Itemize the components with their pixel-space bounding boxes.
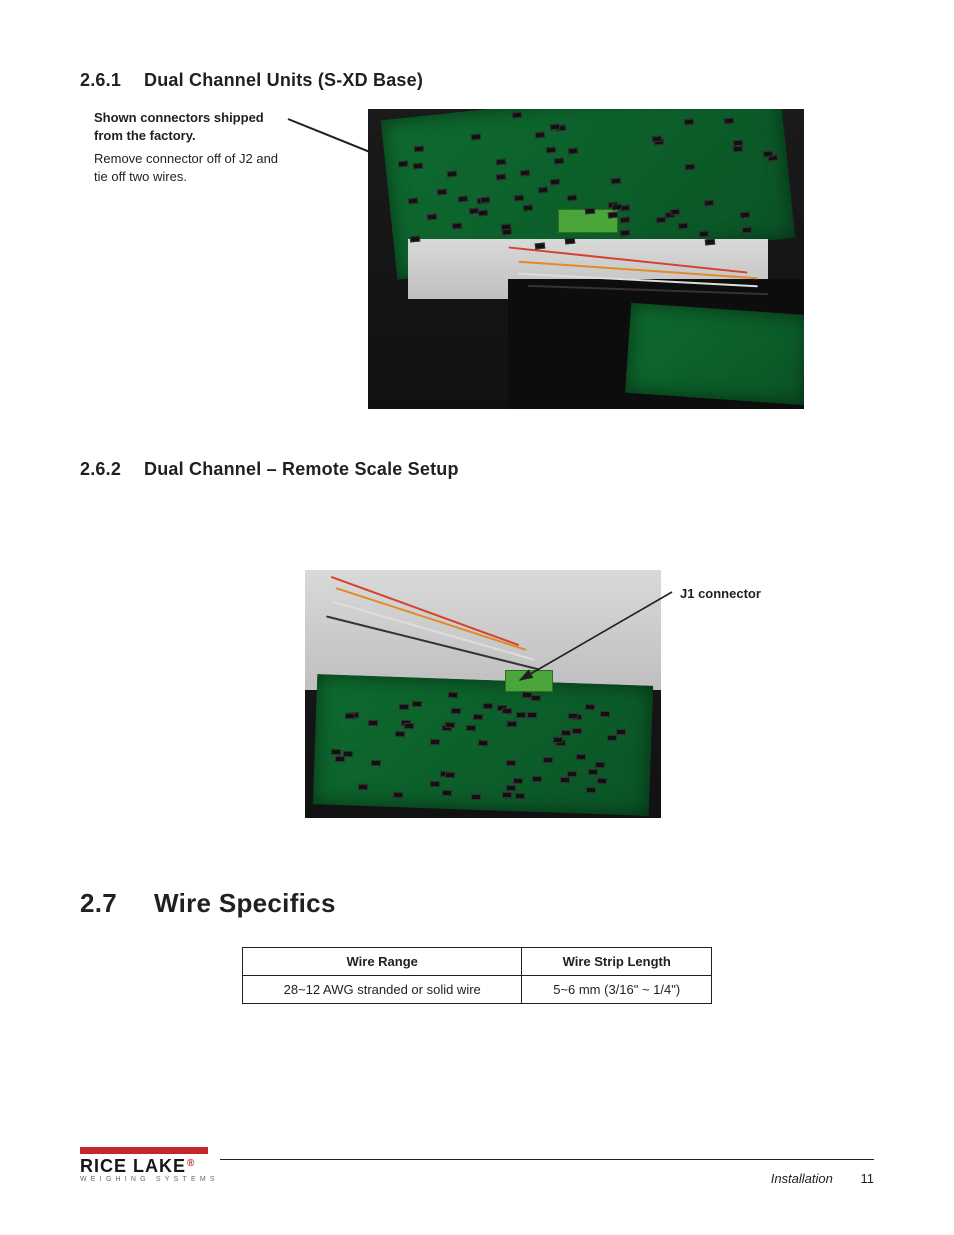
ic-chip: [549, 178, 560, 185]
ic-chip: [478, 209, 489, 216]
page-footer: RICE LAKE® WEIGHING SYSTEMS Installation…: [80, 1155, 874, 1195]
heading-title: Wire Specifics: [154, 888, 336, 919]
table-cell: 5~6 mm (3/16" ~ 1/4"): [522, 976, 712, 1004]
ic-chip: [564, 238, 575, 245]
logo-accent-bar: [80, 1147, 208, 1154]
heading-number: 2.6.2: [80, 459, 128, 480]
ic-chip: [678, 222, 689, 229]
ic-chip: [545, 146, 556, 153]
ic-chip: [684, 118, 695, 125]
heading-number: 2.7: [80, 888, 128, 919]
heading-number: 2.6.1: [80, 70, 128, 91]
ic-chip: [566, 195, 577, 202]
ic-chip: [414, 146, 425, 153]
ic-chip: [480, 196, 491, 203]
footer-page-number: 11: [861, 1171, 875, 1186]
ic-chip: [656, 216, 667, 223]
ic-chip: [512, 112, 523, 119]
figure-1: Shown connectors shipped from the factor…: [80, 109, 874, 419]
ic-chip: [535, 242, 546, 249]
ic-chip: [704, 199, 715, 206]
ic-chip: [523, 204, 534, 211]
ic-chip: [619, 217, 630, 224]
wire-specifics-table: Wire Range Wire Strip Length 28~12 AWG s…: [242, 947, 712, 1004]
ic-chip: [534, 131, 545, 138]
ic-chip: [608, 211, 619, 218]
ic-chip: [446, 170, 457, 177]
ic-chip: [733, 139, 744, 146]
ic-chip: [496, 173, 507, 180]
ic-chip: [520, 169, 531, 176]
ic-chip: [732, 146, 743, 153]
ic-chip: [407, 197, 418, 204]
heading-2-6-1: 2.6.1 Dual Channel Units (S-XD Base): [80, 70, 874, 91]
ic-chip: [554, 157, 565, 164]
logo-brand-text: RICE LAKE: [80, 1156, 186, 1176]
ic-chip: [426, 213, 437, 220]
ic-chip: [412, 162, 423, 169]
ic-chip: [409, 235, 420, 242]
logo-reg-icon: ®: [187, 1158, 195, 1169]
footer-page-info: Installation 11: [771, 1171, 874, 1186]
figure-1-photo: [368, 109, 804, 409]
ic-chip: [742, 226, 753, 233]
logo-brand: RICE LAKE®: [80, 1156, 219, 1177]
footer-section: Installation: [771, 1171, 833, 1186]
heading-title: Dual Channel Units (S-XD Base): [144, 70, 423, 91]
ic-chip: [568, 148, 579, 155]
table-row: 28~12 AWG stranded or solid wire 5~6 mm …: [243, 976, 712, 1004]
ic-chip: [619, 229, 630, 236]
figure-2: J1 connector: [80, 570, 874, 860]
heading-title: Dual Channel – Remote Scale Setup: [144, 459, 459, 480]
logo-subtext: WEIGHING SYSTEMS: [80, 1176, 219, 1183]
heading-2-7: 2.7 Wire Specifics: [80, 888, 874, 919]
ic-chip: [550, 123, 561, 130]
table-header-cell: Wire Range: [243, 948, 522, 976]
table-header-cell: Wire Strip Length: [522, 948, 712, 976]
ic-chip: [685, 163, 696, 170]
footer-rule: [220, 1159, 874, 1160]
figure-2-label: J1 connector: [680, 586, 761, 601]
callout-arrow-icon: [80, 570, 780, 830]
ic-chip: [585, 208, 596, 215]
table-cell: 28~12 AWG stranded or solid wire: [243, 976, 522, 1004]
pcb-board-lower: [625, 303, 804, 405]
table-header-row: Wire Range Wire Strip Length: [243, 948, 712, 976]
ic-chip: [513, 195, 524, 202]
ic-chip: [458, 196, 469, 203]
ic-chip: [763, 150, 774, 157]
rice-lake-logo: RICE LAKE® WEIGHING SYSTEMS: [80, 1147, 219, 1183]
ic-chip: [652, 135, 663, 142]
ic-chip: [699, 230, 710, 237]
page: 2.6.1 Dual Channel Units (S-XD Base) Sho…: [0, 0, 954, 1235]
heading-2-6-2: 2.6.2 Dual Channel – Remote Scale Setup: [80, 459, 874, 480]
ic-chip: [398, 160, 409, 167]
ic-chip: [669, 208, 680, 215]
ic-chip: [496, 158, 507, 165]
ic-chip: [739, 212, 750, 219]
